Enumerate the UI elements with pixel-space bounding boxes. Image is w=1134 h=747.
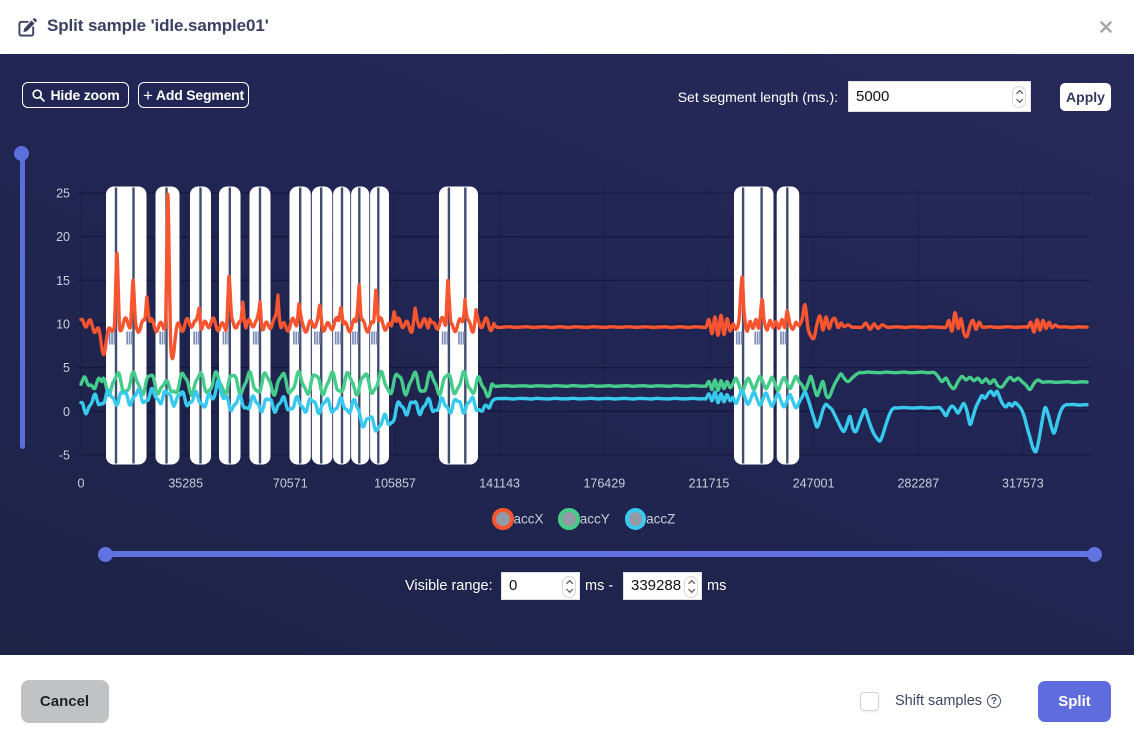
svg-text:70571: 70571 [273,477,308,491]
svg-text:0: 0 [63,405,70,419]
svg-text:10: 10 [56,318,70,332]
svg-text:35285: 35285 [168,477,203,491]
svg-text:-5: -5 [59,449,70,463]
svg-text:15: 15 [56,274,70,288]
svg-text:0: 0 [78,477,85,491]
svg-text:282287: 282287 [897,477,939,491]
svg-text:317573: 317573 [1002,477,1044,491]
svg-text:211715: 211715 [689,477,730,491]
svg-text:176429: 176429 [583,477,625,491]
svg-text:141143: 141143 [479,477,520,491]
svg-text:105857: 105857 [374,477,416,491]
svg-text:247001: 247001 [793,477,835,491]
svg-text:25: 25 [56,187,70,201]
svg-text:20: 20 [56,230,70,244]
svg-text:5: 5 [63,361,70,375]
